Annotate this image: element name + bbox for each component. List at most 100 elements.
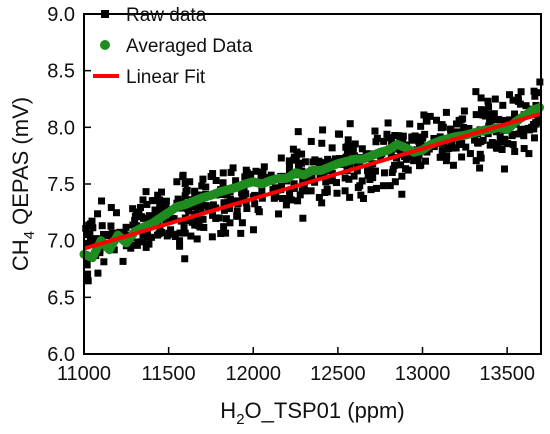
raw-data-point bbox=[422, 157, 430, 165]
raw-data-point bbox=[94, 269, 102, 277]
raw-data-point bbox=[275, 210, 283, 218]
raw-data-point bbox=[282, 201, 290, 209]
raw-data-point bbox=[131, 216, 139, 224]
raw-data-point bbox=[423, 117, 431, 125]
raw-data-point bbox=[346, 120, 354, 128]
raw-data-point bbox=[242, 166, 250, 174]
raw-data-point bbox=[514, 94, 522, 102]
y-tick-label: 7.0 bbox=[47, 231, 75, 253]
raw-data-point bbox=[227, 168, 235, 176]
y-axis-title: CH4 QEPAS (mV) bbox=[8, 97, 38, 271]
raw-data-point bbox=[458, 153, 466, 161]
raw-data-point bbox=[271, 184, 279, 192]
y-tick-label: 6.5 bbox=[47, 287, 75, 309]
raw-data-point bbox=[286, 160, 294, 168]
raw-data-point bbox=[284, 195, 292, 203]
raw-data-point bbox=[187, 232, 195, 240]
raw-data-point bbox=[196, 223, 204, 231]
raw-data-point bbox=[249, 226, 257, 234]
raw-data-point bbox=[321, 189, 329, 197]
raw-data-point bbox=[154, 191, 162, 199]
raw-data-point bbox=[255, 208, 263, 216]
raw-data-point bbox=[522, 102, 530, 110]
raw-data-point bbox=[202, 183, 210, 191]
raw-data-point bbox=[85, 221, 93, 229]
raw-data-point bbox=[252, 167, 260, 175]
raw-data-point bbox=[307, 137, 315, 145]
raw-data-point bbox=[143, 230, 151, 238]
raw-data-point bbox=[357, 191, 365, 199]
raw-data-point bbox=[122, 223, 130, 231]
raw-data-point bbox=[217, 229, 225, 237]
raw-data-point bbox=[398, 190, 406, 198]
raw-data-point bbox=[420, 111, 428, 119]
raw-data-point bbox=[169, 230, 177, 238]
raw-data-point bbox=[186, 178, 194, 186]
raw-data-point bbox=[225, 205, 233, 213]
raw-data-point bbox=[458, 139, 466, 147]
raw-data-point bbox=[460, 123, 468, 131]
raw-data-point bbox=[298, 187, 306, 195]
raw-data-point bbox=[466, 150, 474, 158]
raw-data-point bbox=[492, 140, 500, 148]
raw-data-point bbox=[136, 204, 144, 212]
raw-data-point bbox=[320, 159, 328, 167]
raw-data-point bbox=[344, 136, 352, 144]
y-tick-label: 8.0 bbox=[47, 117, 75, 139]
raw-data-point bbox=[530, 125, 538, 133]
raw-data-point bbox=[290, 180, 298, 188]
raw-data-point bbox=[484, 97, 492, 105]
raw-data-point bbox=[385, 134, 393, 142]
raw-data-point bbox=[448, 144, 456, 152]
raw-data-point bbox=[316, 171, 324, 179]
raw-data-point bbox=[530, 87, 538, 95]
raw-data-point bbox=[395, 132, 403, 140]
raw-data-point bbox=[373, 184, 381, 192]
legend-marker-averaged-data bbox=[100, 40, 110, 50]
raw-data-point bbox=[98, 197, 106, 205]
raw-data-point bbox=[199, 215, 207, 223]
raw-data-point bbox=[84, 231, 92, 239]
raw-data-point bbox=[243, 204, 251, 212]
raw-data-point bbox=[444, 145, 452, 153]
raw-data-point bbox=[219, 169, 227, 177]
raw-data-point bbox=[212, 177, 220, 185]
raw-data-point bbox=[285, 167, 293, 175]
raw-data-point bbox=[293, 148, 301, 156]
raw-data-point bbox=[188, 218, 196, 226]
raw-data-point bbox=[477, 154, 485, 162]
raw-data-point bbox=[341, 174, 349, 182]
raw-data-point bbox=[131, 212, 139, 220]
raw-data-point bbox=[289, 145, 297, 153]
raw-data-point bbox=[501, 116, 509, 124]
raw-data-point bbox=[193, 215, 201, 223]
raw-data-point bbox=[286, 191, 294, 199]
raw-data-point bbox=[384, 119, 392, 127]
x-tick-label: 13000 bbox=[395, 363, 451, 385]
raw-data-point bbox=[484, 110, 492, 118]
raw-data-point bbox=[486, 141, 494, 149]
raw-data-point bbox=[112, 209, 120, 217]
raw-data-point bbox=[134, 238, 142, 246]
averaged-data-point bbox=[535, 103, 545, 112]
raw-data-point bbox=[331, 155, 339, 163]
raw-data-point bbox=[146, 215, 154, 223]
raw-data-point bbox=[294, 197, 302, 205]
raw-data-point bbox=[399, 138, 407, 146]
x-tick-label: 12000 bbox=[225, 363, 281, 385]
raw-data-point bbox=[199, 175, 207, 183]
raw-data-point bbox=[148, 233, 156, 241]
raw-data-point bbox=[383, 130, 391, 138]
raw-data-point bbox=[380, 137, 388, 145]
raw-data-point bbox=[139, 196, 147, 204]
x-axis-title: H2O_TSP01 (ppm) bbox=[220, 398, 404, 428]
raw-data-point bbox=[241, 173, 249, 181]
raw-data-point bbox=[151, 206, 159, 214]
raw-data-point bbox=[220, 223, 228, 231]
raw-data-point bbox=[99, 230, 107, 238]
raw-data-point bbox=[181, 180, 189, 188]
raw-data-point bbox=[350, 172, 358, 180]
raw-data-point bbox=[416, 134, 424, 142]
raw-data-point bbox=[452, 144, 460, 152]
raw-data-point bbox=[436, 153, 444, 161]
